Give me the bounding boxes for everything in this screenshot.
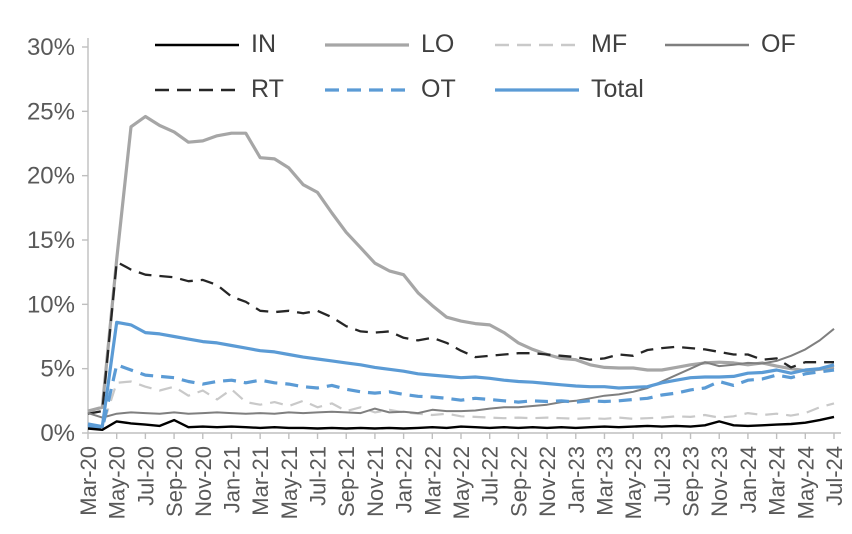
legend-swatch-IN-line-icon [155, 43, 239, 46]
legend-label: Total [591, 75, 644, 103]
x-tick-label: Jul-21 [306, 446, 331, 506]
legend-item-OF: OF [665, 32, 835, 57]
legend-item-Total: Total [495, 77, 665, 102]
x-tick-label: Jul-24 [822, 446, 847, 506]
x-tick-label: Jan-24 [736, 446, 761, 513]
legend-swatch-OT-line-icon [325, 87, 409, 92]
legend-item-IN: IN [155, 32, 325, 57]
x-tick-label: Nov-20 [191, 446, 216, 517]
legend-swatch-MF-line-icon [495, 43, 579, 46]
x-tick-label: May-23 [621, 446, 646, 519]
series-line-Total [87, 320, 835, 429]
legend-label: MF [591, 30, 628, 58]
x-tick-label: Mar-22 [420, 446, 445, 516]
legend-label: IN [251, 30, 276, 58]
x-tick-label: Mar-24 [765, 446, 790, 516]
y-tick-label: 30% [27, 34, 75, 61]
y-tick-label: 25% [27, 98, 75, 125]
y-tick-label: 10% [27, 291, 75, 318]
series-line-LO [87, 114, 835, 413]
legend-item-RT: RT [155, 77, 325, 102]
x-tick-label: Jul-22 [478, 446, 503, 506]
legend-row: IN LO MF OF [155, 22, 835, 67]
x-tick-label: Jan-23 [564, 446, 589, 513]
x-tick-label: Mar-20 [76, 446, 101, 516]
x-tick-label: Jan-21 [219, 446, 244, 513]
legend-item-LO: LO [325, 32, 495, 57]
x-tick-label: May-21 [277, 446, 302, 519]
series-line-MF [87, 380, 835, 429]
x-tick-label: Sep-21 [334, 446, 359, 517]
y-tick-label: 5% [40, 356, 75, 383]
y-tick-label: 15% [27, 227, 75, 254]
chart-legend: IN LO MF OF RT OT Total [155, 22, 835, 112]
x-tick-label: Sep-20 [162, 446, 187, 517]
legend-swatch-LO-line-icon [325, 42, 409, 47]
x-tick-label: Nov-22 [535, 446, 560, 517]
legend-row: RT OT Total [155, 67, 835, 112]
legend-label: LO [421, 30, 455, 58]
x-axis: Mar-20 May-20 Jul-20 Sep-20 Nov-20 Jan-21 Mar-… [76, 433, 847, 519]
x-tick-label: May-22 [449, 446, 474, 519]
x-tick-label: May-20 [105, 446, 130, 519]
x-tick-label: May-24 [793, 446, 818, 519]
y-tick-label: 0% [40, 420, 75, 447]
x-tick-label: Mar-21 [248, 446, 273, 516]
legend-item-MF: MF [495, 32, 665, 57]
legend-swatch-OF-line-icon [665, 43, 749, 46]
x-tick-label: Nov-21 [363, 446, 388, 517]
legend-label: RT [251, 75, 284, 103]
x-tick-label: Nov-23 [707, 446, 732, 517]
series-line-IN [87, 415, 835, 431]
legend-swatch-RT-line-icon [155, 88, 239, 91]
x-tick-label: Sep-23 [679, 446, 704, 517]
series-lines [87, 114, 835, 431]
series-line-OT [87, 363, 835, 431]
x-tick-label: Jul-23 [650, 446, 675, 506]
axes [87, 38, 841, 434]
x-tick-label: Mar-23 [592, 446, 617, 516]
series-line-OF [87, 328, 835, 419]
y-tick-label: 20% [27, 163, 75, 190]
y-axis: 0% 5% 10% 15% 20% 25% 30% [27, 34, 88, 447]
x-tick-label: Jul-20 [133, 446, 158, 506]
legend-label: OF [761, 30, 796, 58]
legend-label: OT [421, 75, 456, 103]
series-line-RT [87, 260, 834, 415]
x-tick-label: Sep-22 [506, 446, 531, 517]
legend-swatch-Total-line-icon [495, 87, 579, 92]
legend-item-OT: OT [325, 77, 495, 102]
x-tick-label: Jan-22 [392, 446, 417, 513]
